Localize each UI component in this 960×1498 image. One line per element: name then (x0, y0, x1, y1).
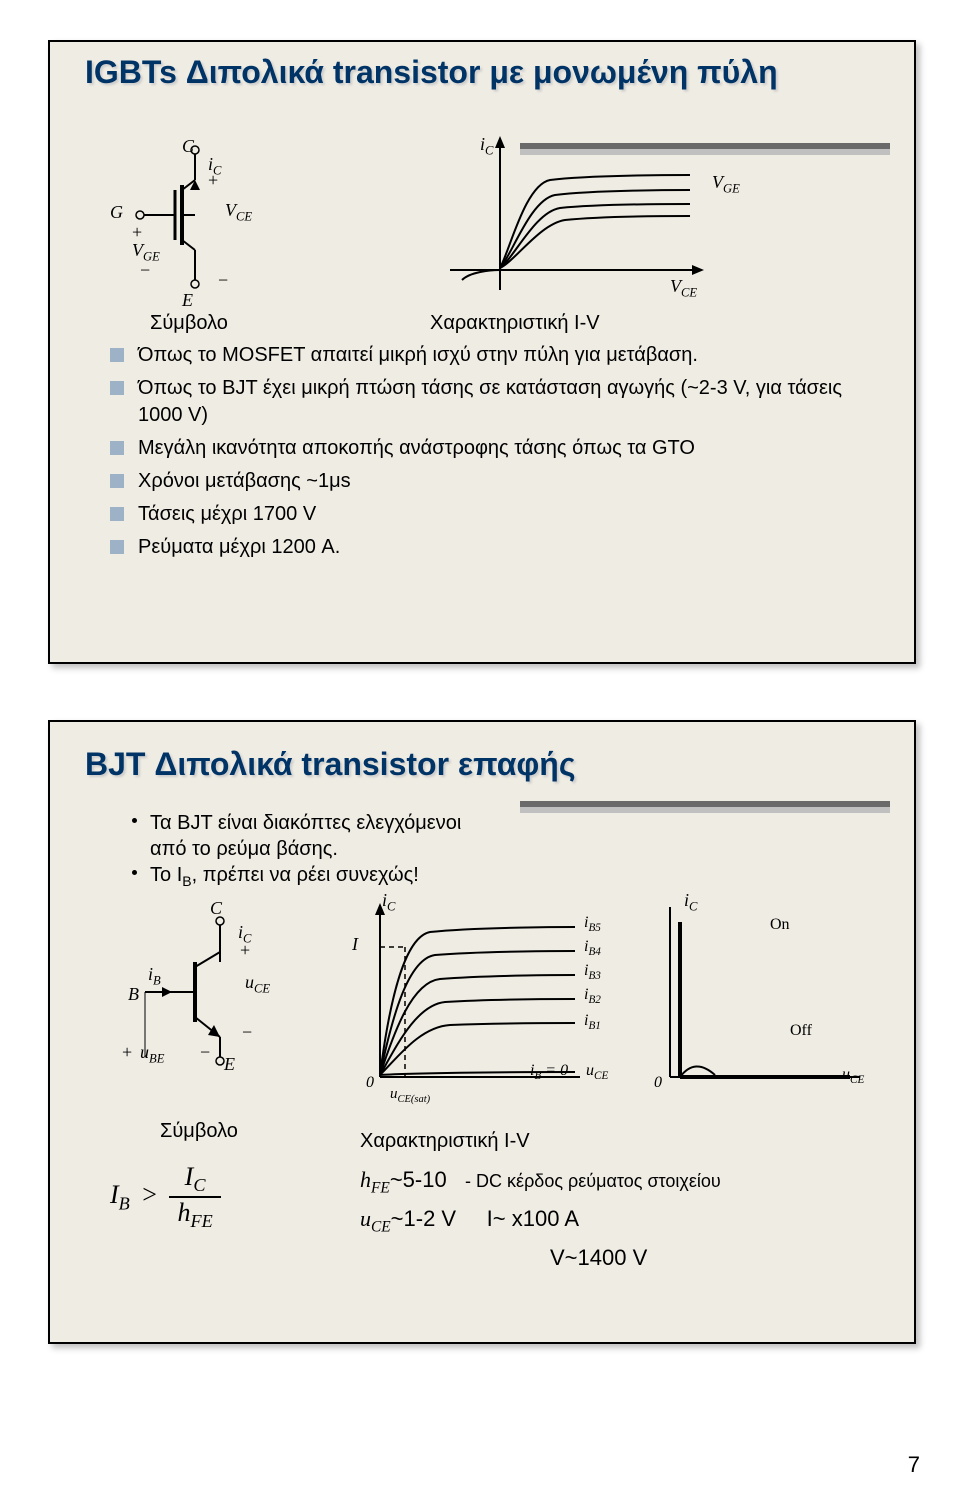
slide-bjt: BJT Διπολικά transistor επαφής Τα BJT εί… (48, 720, 916, 1344)
bjt-left-I: I (352, 934, 358, 955)
igbt-VCE: VCE (225, 200, 252, 225)
slide1-bullet-5: Ρεύματα μέχρι 1200 A. (110, 534, 850, 561)
igbt-label-E: E (182, 290, 193, 311)
bjt-right-zero: 0 (654, 1074, 662, 1092)
bjt-minus-bot: − (242, 1022, 252, 1043)
bjt-ib2: iB2 (584, 986, 601, 1006)
igbt-label-C: C (182, 136, 194, 157)
bjt-ib1: iB1 (584, 1012, 601, 1032)
igbt-VCE-minus: − (218, 270, 228, 291)
bjt-formula: IB > IC hFE (110, 1162, 221, 1232)
bjt-right-vce: uCE (842, 1066, 864, 1086)
bjt-minus-BE: − (200, 1042, 210, 1063)
igbt-curve-iC: iC (480, 134, 493, 159)
bjt-label-E: E (224, 1054, 235, 1075)
slide2-intro-line0: Τα BJT είναι διακόπτες ελεγχόμενοι (150, 812, 461, 834)
slide1-diagram-area: C G E iC + VCE − + VGE − (110, 140, 850, 340)
bjt-right-off: Off (790, 1022, 812, 1040)
slide2-title: BJT Διπολικά transistor επαφής (85, 746, 865, 783)
igbt-curve-VCE: VCE (670, 276, 697, 301)
bjt-specs: hFE~5-10 - DC κέρδος ρεύματος στοιχείου … (360, 1162, 721, 1275)
slide2-intro: Τα BJT είναι διακόπτες ελεγχόμενοι από τ… (150, 810, 461, 890)
page-number: 7 (908, 1452, 920, 1478)
bjt-vce-sat: uCE(sat) (390, 1086, 430, 1105)
slide-igbt: IGBTs Διπολικά transistor με μονωμένη πύ… (48, 40, 916, 664)
slide1-bullet-1: Όπως το BJT έχει μικρή πτώση τάσης σε κα… (110, 375, 850, 429)
slide1-bullet-4: Τάσεις μέχρι 1700 V (110, 501, 850, 528)
slide1-bullet-2: Μεγάλη ικανότητα αποκοπής ανάστροφης τάσ… (110, 435, 850, 462)
slide2-intro-line2: Το IB, πρέπει να ρέει συνεχώς! (150, 864, 419, 886)
bjt-right-iC: iC (684, 890, 697, 915)
slide1-bullet-0: Όπως το MOSFET απαιτεί μικρή ισχύ στην π… (110, 342, 850, 369)
bjt-plus-BE: + (122, 1042, 132, 1063)
bjt-ib4: iB4 (584, 938, 601, 958)
bjt-right-on: On (770, 916, 790, 934)
bjt-ib0: iB = 0 (530, 1062, 568, 1082)
bjt-iB: iB (148, 964, 161, 989)
igbt-curve-VGE: VGE (712, 172, 740, 197)
slide1-symbol-caption: Σύμβολο (150, 312, 228, 335)
bjt-label-C: C (210, 898, 222, 919)
igbt-iC-plus: + (208, 170, 218, 191)
bjt-left-vce: uCE (586, 1062, 608, 1082)
bjt-left-zero: 0 (366, 1074, 374, 1092)
slide1-title: IGBTs Διπολικά transistor με μονωμένη πύ… (85, 54, 865, 91)
bjt-left-iC: iC (382, 890, 395, 915)
igbt-VGE-minus: − (140, 260, 150, 281)
slide1-bullet-3: Χρόνοι μετάβασης ~1μs (110, 468, 850, 495)
bjt-plus-top: + (240, 940, 250, 961)
bjt-ib5: iB5 (584, 914, 601, 934)
bjt-ib3: iB3 (584, 962, 601, 982)
slide1-bullets: Όπως το MOSFET απαιτεί μικρή ισχύ στην π… (110, 342, 850, 567)
bjt-label-B: B (128, 984, 139, 1005)
slide1-curve-caption: Χαρακτηριστική I-V (430, 312, 600, 335)
slide2-curve-caption: Χαρακτηριστική I-V (360, 1130, 530, 1153)
slide2-intro-line1: από το ρεύμα βάσης. (150, 838, 338, 860)
igbt-label-G: G (110, 202, 123, 223)
bjt-vBE: uBE (140, 1042, 164, 1067)
bjt-vCE: uCE (245, 972, 270, 997)
slide2-symbol-caption: Σύμβολο (160, 1120, 238, 1143)
